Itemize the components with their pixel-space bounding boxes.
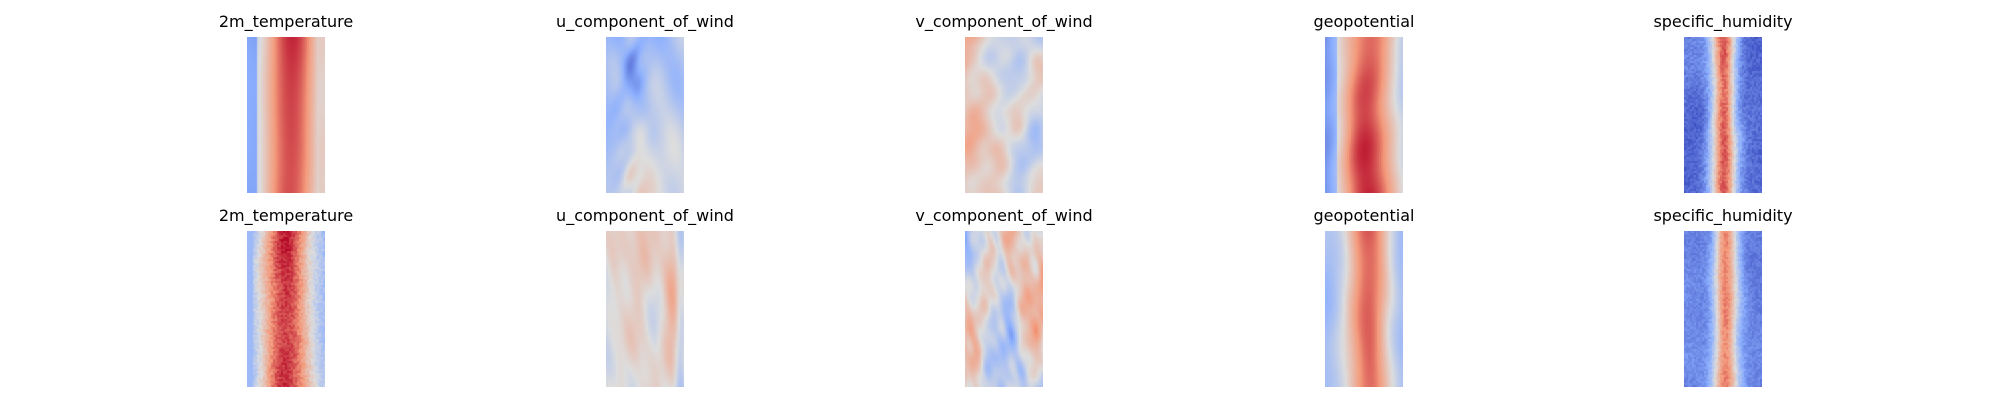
panel-title-r2c3: v_component_of_wind bbox=[915, 206, 1093, 225]
heatmap-r2c3 bbox=[965, 231, 1043, 387]
heatmap-r2c5 bbox=[1684, 231, 1762, 387]
heatmap-r2c2 bbox=[606, 231, 684, 387]
heatmap-r1c5 bbox=[1684, 37, 1762, 193]
panel-title-r1c4: geopotential bbox=[1313, 12, 1415, 31]
panel-title-r1c5: specific_humidity bbox=[1653, 12, 1793, 31]
panel-title-r2c4: geopotential bbox=[1313, 206, 1415, 225]
panel-title-r1c2: u_component_of_wind bbox=[556, 12, 734, 31]
panel-title-r2c5: specific_humidity bbox=[1653, 206, 1793, 225]
panel-title-r2c2: u_component_of_wind bbox=[556, 206, 734, 225]
heatmap-r1c1 bbox=[247, 37, 325, 193]
heatmap-r1c3 bbox=[965, 37, 1043, 193]
heatmap-r1c2 bbox=[606, 37, 684, 193]
panel-title-r1c3: v_component_of_wind bbox=[915, 12, 1093, 31]
heatmap-r1c4 bbox=[1325, 37, 1403, 193]
heatmap-r2c1 bbox=[247, 231, 325, 387]
panel-title-r2c1: 2m_temperature bbox=[218, 206, 354, 225]
panel-title-r1c1: 2m_temperature bbox=[218, 12, 354, 31]
heatmap-r2c4 bbox=[1325, 231, 1403, 387]
